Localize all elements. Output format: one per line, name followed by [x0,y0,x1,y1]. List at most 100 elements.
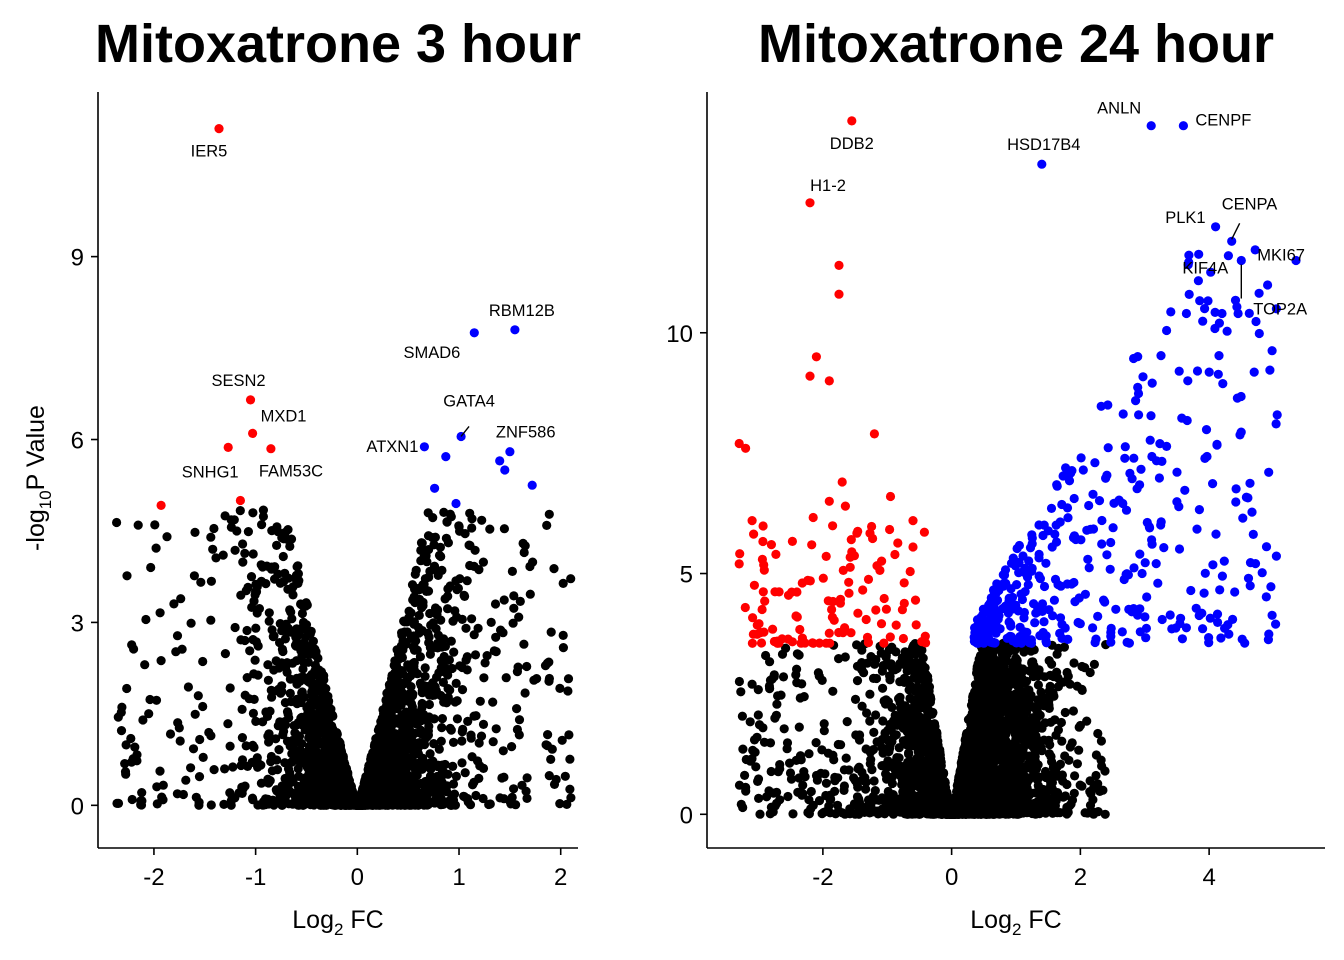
ns-point [1031,731,1041,741]
ns-point [137,788,147,798]
ns-point [1053,725,1063,735]
ns-point [256,760,266,770]
ns-point [409,619,419,629]
ns-point [794,722,804,732]
ns-point [283,525,293,535]
ns-point [266,685,276,695]
gene-label: MXD1 [261,407,307,425]
ns-point [862,708,872,718]
ns-point [462,576,472,586]
ns-point [457,727,467,737]
ns-point [402,696,412,706]
ns-point [236,590,246,600]
ns-point [382,762,392,773]
ns-point [445,685,455,695]
ns-point [408,778,418,788]
ns-point [507,566,517,577]
ns-point [451,678,461,689]
ns-point [1075,780,1085,790]
ns-point [443,692,453,702]
ns-point [761,650,771,661]
ns-point [521,786,531,796]
ns-point [283,584,293,594]
ns-point [196,577,206,587]
ns-point [432,784,442,794]
ns-point [555,799,565,809]
ns-point [437,714,447,724]
ns-point [223,719,233,729]
ns-point [753,710,763,720]
ns-point [565,784,575,794]
ns-point [258,717,268,727]
ns-point [748,745,758,756]
ns-point [417,538,427,548]
ns-point [394,753,404,764]
ns-point [1055,759,1065,769]
ns-point [1047,659,1057,669]
ns-point [442,781,452,791]
ns-point [295,676,305,686]
ns-point [773,767,783,777]
ns-point [285,541,295,552]
up-point [495,456,505,466]
ns-point [293,578,303,589]
ns-point [445,509,455,519]
ns-point [157,792,167,802]
ns-point [116,726,127,736]
ns-point [299,795,309,805]
ns-point [237,733,247,743]
ns-point [799,692,809,702]
ns-point [425,608,435,619]
ns-point [171,647,181,657]
ns-point [478,719,489,730]
ns-point [280,758,290,768]
ns-point [736,687,746,697]
ns-point [413,738,423,748]
ns-point [813,668,824,678]
ns-point [436,615,446,625]
ns-point [113,798,124,809]
ns-point [198,701,208,712]
ns-point [1033,680,1043,690]
ns-point [417,698,427,709]
ns-point [783,791,793,802]
ns-point [557,735,567,745]
ns-point [775,760,785,770]
ns-point [477,515,487,525]
ns-point [438,799,448,810]
ns-point [172,631,183,641]
ns-point [470,545,480,555]
ns-point [894,743,904,753]
ns-point [318,788,328,798]
gene-label: GATA4 [443,393,495,411]
ns-point [360,790,370,800]
ns-point [237,755,248,765]
ns-point [232,526,242,536]
ns-point [457,736,467,746]
ns-point [447,663,457,674]
ns-point [434,668,444,678]
ns-point [499,524,509,534]
ns-point [1085,776,1095,786]
ns-point [852,676,863,686]
ns-point [310,788,320,798]
ns-point [408,751,418,761]
ns-point [206,576,216,586]
ns-point [226,800,236,810]
ns-point [508,784,519,794]
ns-point [427,533,437,543]
ns-point [560,771,570,781]
ns-point [509,603,519,613]
ns-point [298,664,308,674]
gene-label: ATXN1 [366,438,418,456]
ns-point [482,651,492,661]
ns-point [865,689,875,699]
ns-point [386,796,396,807]
ns-point [903,757,913,767]
ns-point [782,744,792,754]
ns-point [513,662,523,672]
down-point [214,124,224,134]
ns-point [566,793,576,803]
